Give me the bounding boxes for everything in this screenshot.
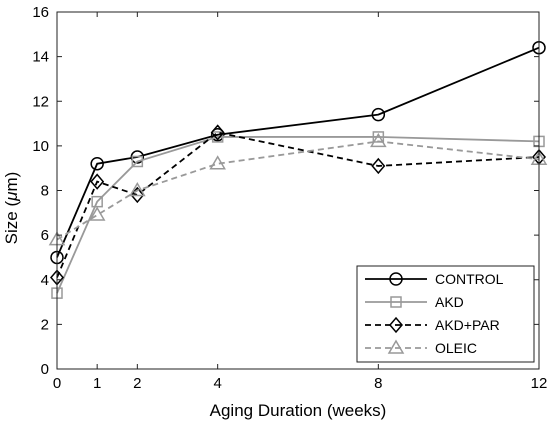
y-tick-label: 8	[41, 183, 49, 200]
x-tick-label: 2	[133, 375, 141, 392]
y-axis-label-main: Size (	[2, 201, 21, 245]
data-point	[90, 173, 105, 190]
y-tick-label: 6	[41, 227, 49, 244]
series-line	[56, 46, 540, 258]
x-axis-label: Aging Duration (weeks)	[210, 401, 387, 420]
series-akd-par	[50, 124, 546, 286]
data-point	[90, 156, 104, 171]
y-axis-label-greek: μ	[2, 191, 21, 202]
x-tick-label: 1	[93, 375, 101, 392]
y-axis-label: Size (μm)	[2, 172, 21, 245]
legend-marker	[387, 339, 405, 354]
legend-label: CONTROL	[435, 271, 504, 287]
y-tick-label: 0	[41, 361, 49, 378]
legend-label: AKD	[435, 294, 464, 310]
series-line	[56, 136, 540, 294]
data-point	[371, 157, 386, 175]
series-oleic	[48, 132, 548, 246]
y-tick-label: 12	[32, 93, 49, 110]
legend-box	[356, 265, 535, 363]
legend-marker	[389, 316, 403, 334]
legend-entry: AKD+PAR	[365, 316, 500, 334]
data-point	[371, 107, 386, 122]
y-tick-label: 14	[32, 49, 49, 66]
data-point	[129, 182, 146, 197]
legend-marker	[390, 296, 402, 308]
data-point	[210, 127, 225, 142]
legend-entry: AKD	[365, 294, 464, 310]
data-point	[130, 150, 145, 164]
x-tick-label: 4	[213, 375, 221, 392]
legend-entry: CONTROL	[365, 271, 504, 287]
data-point	[209, 155, 226, 170]
legend-label: AKD+PAR	[435, 317, 500, 333]
legend-entry: OLEIC	[365, 339, 477, 356]
legend-marker	[389, 272, 403, 286]
y-tick-label: 10	[32, 138, 49, 155]
y-tick-label: 16	[32, 4, 49, 21]
legend: CONTROL AKD AKD+PAR OLEIC	[356, 265, 535, 363]
data-point	[210, 124, 225, 141]
plot-series	[48, 40, 548, 299]
y-axis-label-tail: m)	[2, 172, 21, 192]
series-line	[56, 131, 540, 278]
series-line	[56, 140, 540, 241]
y-tick-label: 2	[41, 316, 49, 333]
data-point	[131, 155, 144, 168]
x-tick-label: 8	[374, 375, 382, 392]
x-tick-label: 0	[53, 375, 61, 392]
y-tick-label: 4	[41, 272, 49, 289]
data-point	[130, 186, 145, 204]
data-point	[370, 132, 387, 148]
legend-label: OLEIC	[435, 340, 477, 356]
x-tick-label: 12	[531, 375, 548, 392]
data-point	[88, 206, 106, 221]
